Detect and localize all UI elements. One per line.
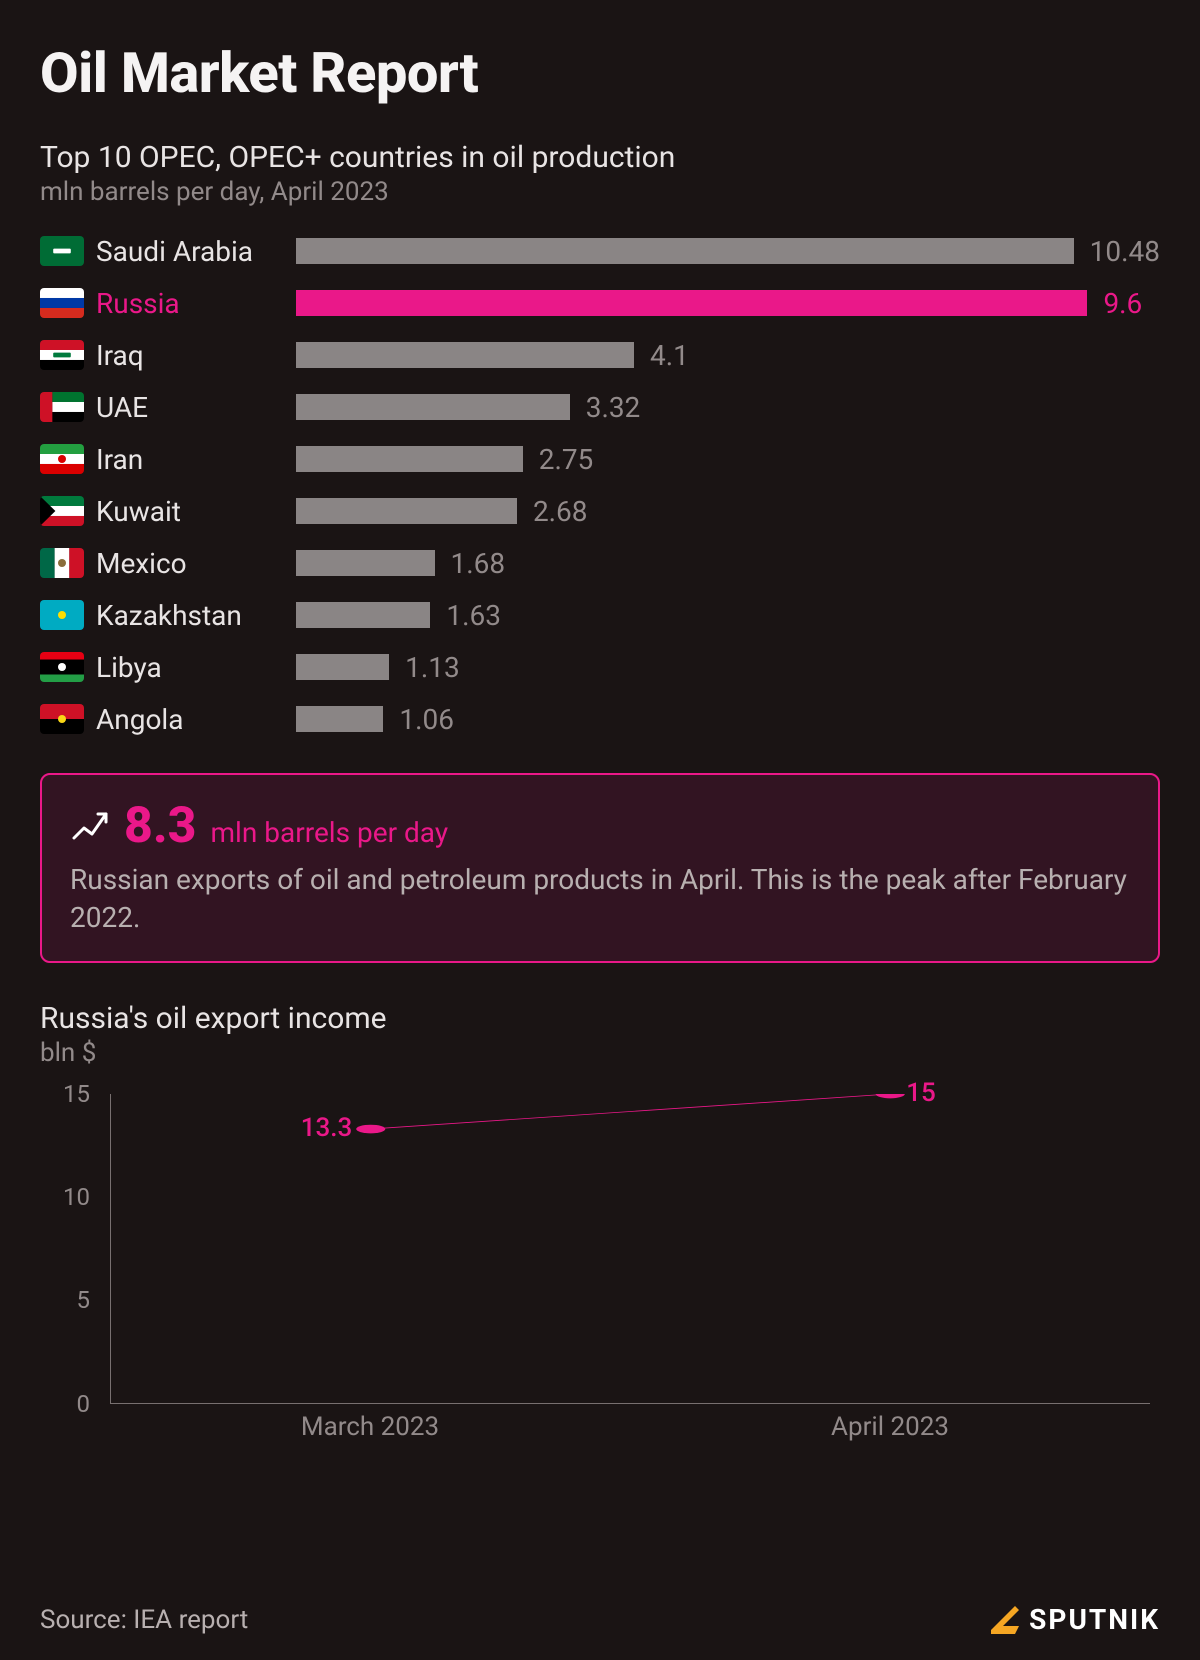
bar-value: 10.48 (1090, 235, 1160, 268)
country-label: Kuwait (96, 495, 296, 528)
bar-track: 1.06 (296, 703, 1160, 736)
footer: Source: IEA report SPUTNIK (40, 1603, 1160, 1636)
bar-row: Angola 1.06 (40, 695, 1160, 743)
bar (296, 290, 1087, 316)
bar-chart-title: Top 10 OPEC, OPEC+ countries in oil prod… (40, 138, 1160, 177)
bar-value: 1.06 (399, 703, 454, 736)
bar-value: 3.32 (586, 391, 641, 424)
flag-icon (40, 340, 84, 370)
bar-row: Iraq 4.1 (40, 331, 1160, 379)
bar-track: 2.75 (296, 443, 1160, 476)
flag-icon (40, 548, 84, 578)
bar-row: Kazakhstan 1.63 (40, 591, 1160, 639)
point-label: 13.3 (301, 1113, 353, 1143)
y-tick: 15 (50, 1080, 90, 1108)
country-label: Saudi Arabia (96, 235, 296, 268)
bar-value: 2.75 (539, 443, 594, 476)
line-point (876, 1094, 905, 1098)
y-tick: 10 (50, 1183, 90, 1211)
y-tick: 5 (50, 1286, 90, 1314)
bar-value: 9.6 (1103, 287, 1142, 320)
bar-value: 4.1 (650, 339, 689, 372)
bar-value: 1.13 (405, 651, 460, 684)
bar-track: 3.32 (296, 391, 1160, 424)
bar-track: 10.48 (296, 235, 1160, 268)
bar-row: Saudi Arabia 10.48 (40, 227, 1160, 275)
country-label: Iran (96, 443, 296, 476)
point-label: 15 (906, 1078, 936, 1108)
logo-text: SPUTNIK (1029, 1603, 1160, 1636)
bar-value: 1.63 (446, 599, 501, 632)
bar-row: Libya 1.13 (40, 643, 1160, 691)
x-label: April 2023 (630, 1412, 1150, 1442)
bar-track: 1.63 (296, 599, 1160, 632)
x-label: March 2023 (110, 1412, 630, 1442)
bar (296, 550, 435, 576)
bar-track: 4.1 (296, 339, 1160, 372)
line-chart: 051015 13.315 March 2023April 2023 (50, 1094, 1160, 1434)
bar (296, 238, 1074, 264)
callout-text: Russian exports of oil and petroleum pro… (70, 861, 1130, 937)
callout-box: 8.3 mln barrels per day Russian exports … (40, 773, 1160, 963)
bar-track: 2.68 (296, 495, 1160, 528)
flag-icon (40, 392, 84, 422)
country-label: UAE (96, 391, 296, 424)
line-chart-section: Russia's oil export income bln $ 051015 … (40, 999, 1160, 1434)
bar-row: Mexico 1.68 (40, 539, 1160, 587)
flag-icon (40, 496, 84, 526)
publisher-logo: SPUTNIK (989, 1603, 1160, 1636)
bar-chart-section: Top 10 OPEC, OPEC+ countries in oil prod… (40, 138, 1160, 743)
line-chart-title: Russia's oil export income (40, 999, 1160, 1038)
flag-icon (40, 600, 84, 630)
bar (296, 654, 389, 680)
bar-row: UAE 3.32 (40, 383, 1160, 431)
bar (296, 706, 383, 732)
country-label: Iraq (96, 339, 296, 372)
line-path (371, 1094, 891, 1129)
bar-row: Russia 9.6 (40, 279, 1160, 327)
y-tick: 0 (50, 1390, 90, 1418)
bar-value: 1.68 (451, 547, 506, 580)
trend-up-icon (70, 806, 110, 846)
bar-chart-subtitle: mln barrels per day, April 2023 (40, 177, 1160, 207)
bar-track: 9.6 (296, 287, 1160, 320)
country-label: Russia (96, 287, 296, 320)
callout-number: 8.3 (124, 797, 197, 855)
line-point (356, 1124, 385, 1133)
bar (296, 394, 570, 420)
bar (296, 342, 634, 368)
bar-value: 2.68 (533, 495, 588, 528)
source-text: Source: IEA report (40, 1605, 248, 1635)
flag-icon (40, 288, 84, 318)
bar-row: Kuwait 2.68 (40, 487, 1160, 535)
flag-icon (40, 652, 84, 682)
bar-track: 1.68 (296, 547, 1160, 580)
flag-icon (40, 704, 84, 734)
logo-icon (989, 1604, 1021, 1636)
bar-chart: Saudi Arabia 10.48 Russia 9.6 Iraq 4.1 UAE 3.32… (40, 227, 1160, 743)
country-label: Mexico (96, 547, 296, 580)
line-chart-subtitle: bln $ (40, 1038, 1160, 1068)
flag-icon (40, 444, 84, 474)
country-label: Libya (96, 651, 296, 684)
bar-row: Iran 2.75 (40, 435, 1160, 483)
bar (296, 446, 523, 472)
country-label: Angola (96, 703, 296, 736)
callout-unit: mln barrels per day (211, 816, 449, 849)
bar (296, 602, 430, 628)
flag-icon (40, 236, 84, 266)
page-title: Oil Market Report (40, 40, 1160, 106)
bar-track: 1.13 (296, 651, 1160, 684)
bar (296, 498, 517, 524)
country-label: Kazakhstan (96, 599, 296, 632)
